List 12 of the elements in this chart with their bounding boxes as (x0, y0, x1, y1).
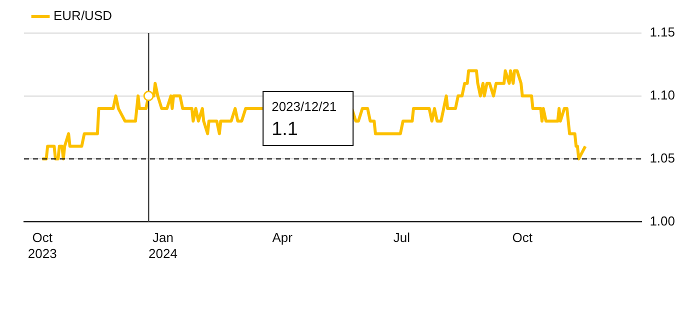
x-tick-label: Apr (272, 230, 294, 246)
annotation: 2023/12/21 (272, 99, 337, 114)
x-tick-label: Oct (512, 230, 533, 246)
y-tick-label: 1.15 (650, 24, 676, 40)
annotation: 1.1 (272, 119, 298, 140)
x-tick-label: Jan 2024 (148, 230, 178, 261)
y-tick-label: 1.00 (650, 213, 676, 228)
y-tick-label: 1.10 (650, 88, 676, 103)
legend-label: EUR/USD (54, 8, 112, 24)
x-tick-label: Jul (393, 230, 410, 246)
x-tick-label: Oct 2023 (28, 230, 57, 261)
y-tick-label: 1.05 (650, 150, 676, 166)
